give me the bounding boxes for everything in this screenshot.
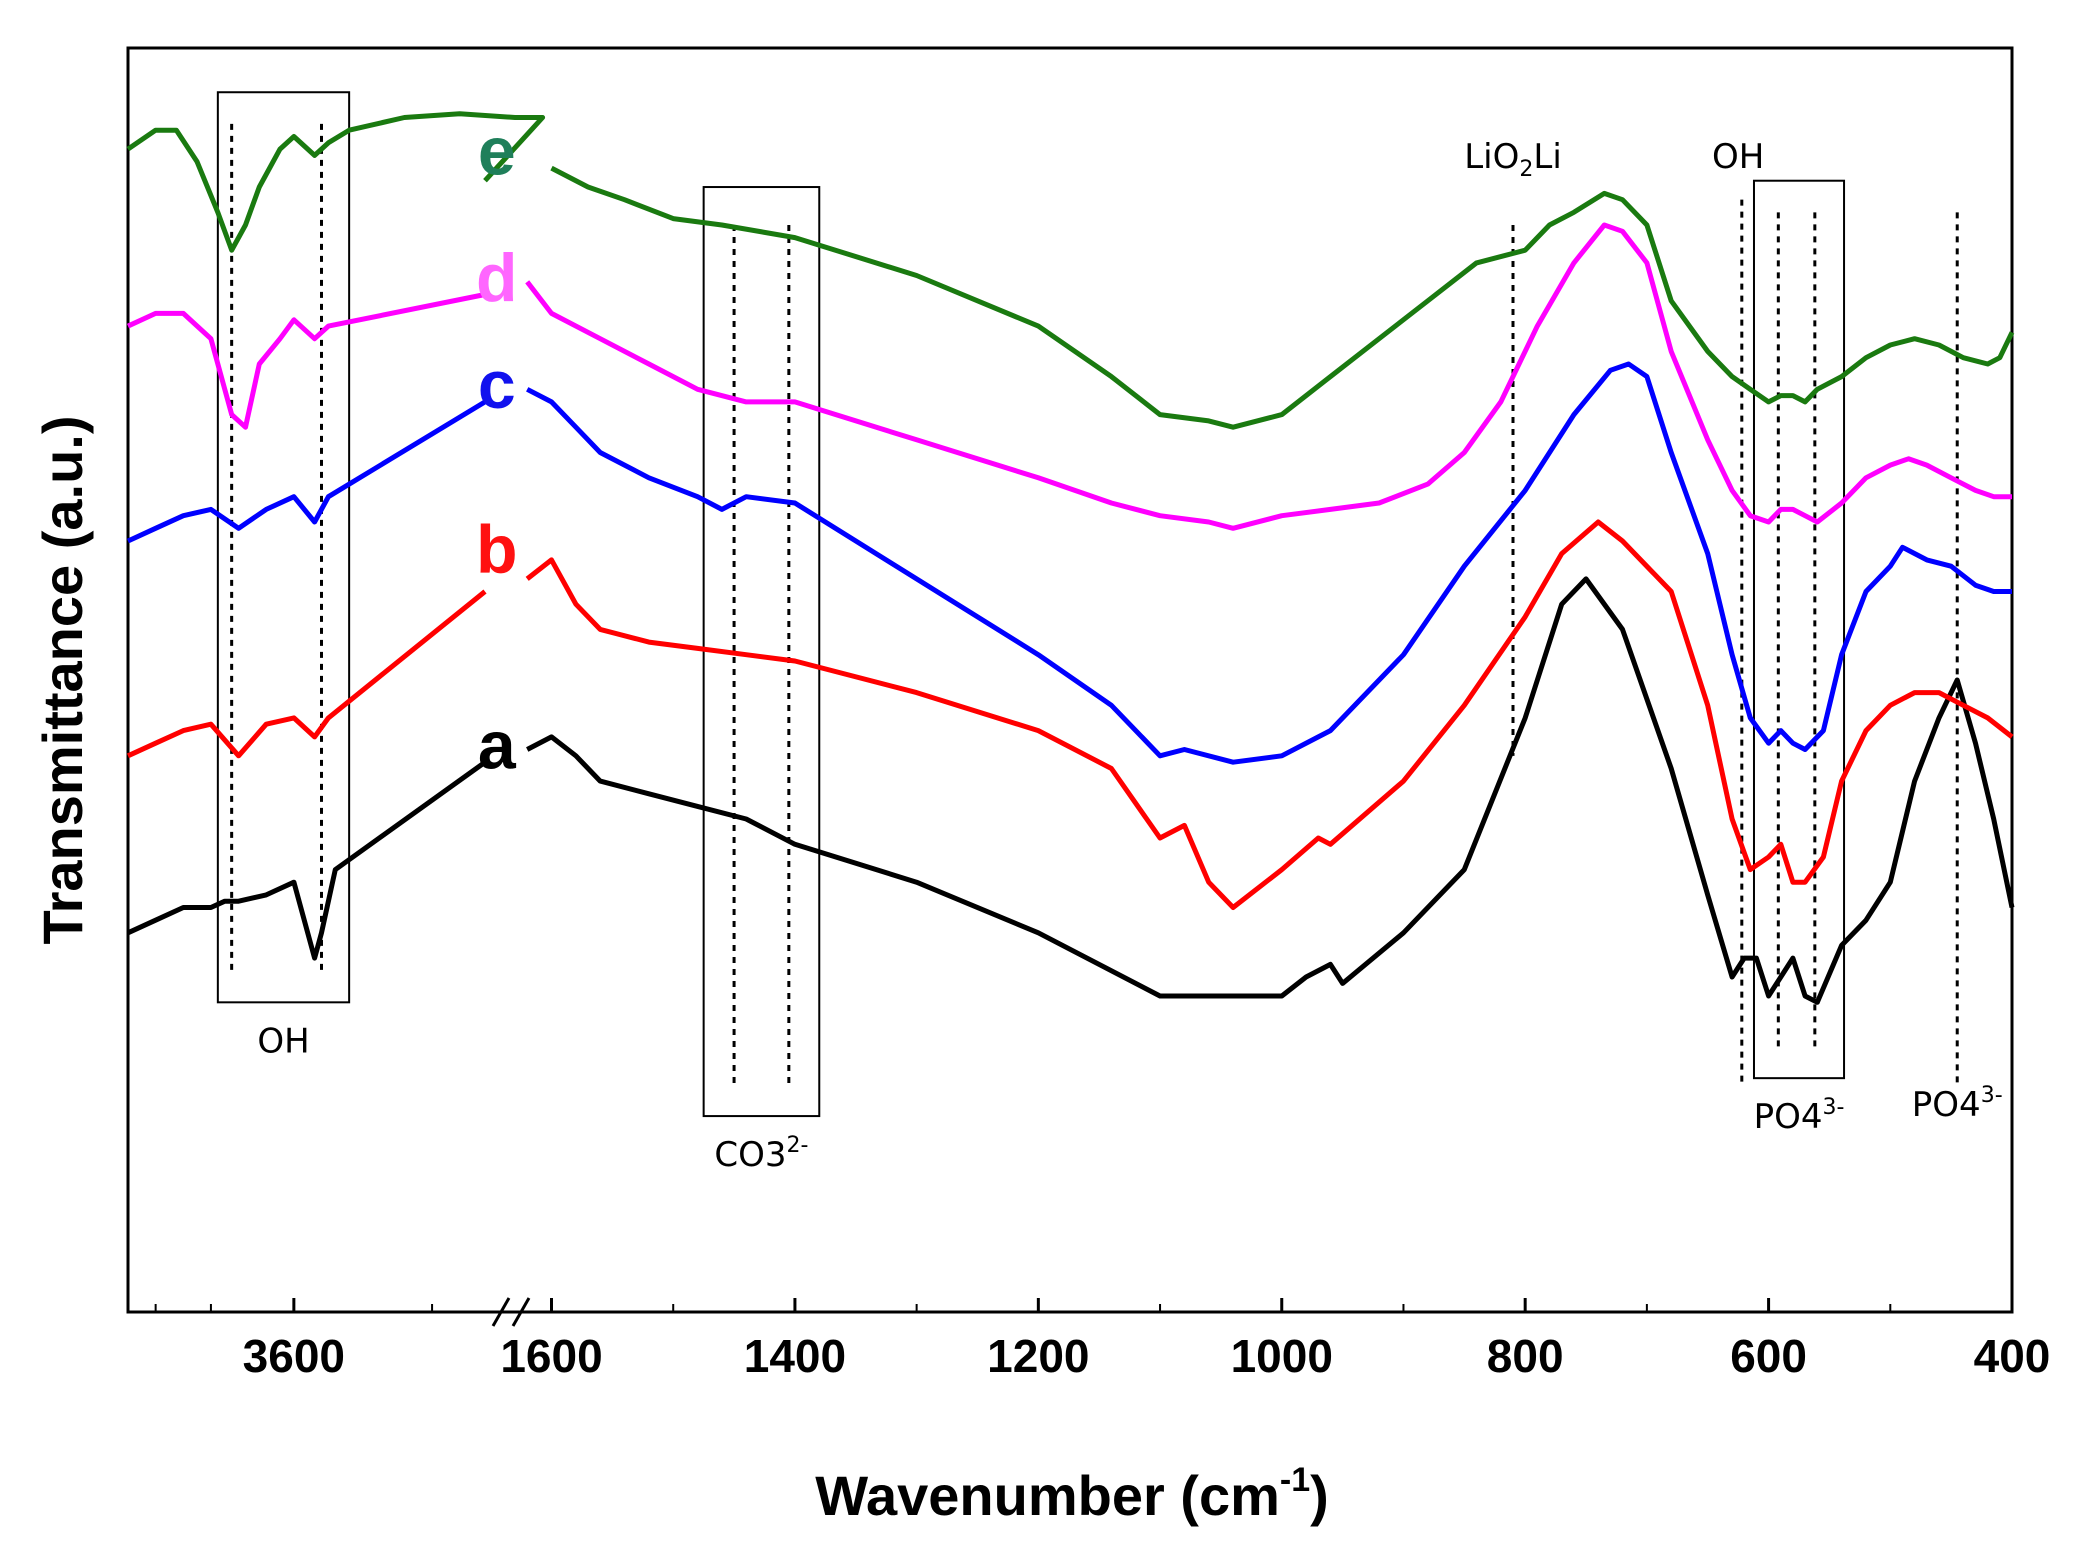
x-tick-label: 1000	[1231, 1330, 1333, 1382]
x-tick-label: 1400	[744, 1330, 846, 1382]
series-label-c: c	[478, 347, 516, 423]
axis-break	[491, 1297, 531, 1327]
plot-frame	[126, 46, 2014, 1314]
series-line-c-left	[126, 399, 487, 544]
series-line-e-right	[550, 165, 2015, 430]
peak-annotation: OH	[1712, 137, 1764, 177]
series-line-a-left	[126, 760, 487, 961]
plot-border	[126, 46, 2014, 1314]
x-tick-label: 800	[1487, 1330, 1564, 1382]
peak-annotation: LiO2Li	[1464, 137, 1562, 182]
series-line-e-left	[126, 111, 546, 253]
peak-annotation: PO43-	[1912, 1083, 2003, 1125]
box-label: PO43-	[1754, 1095, 1845, 1137]
series-line-d-right	[525, 222, 2012, 531]
series-label-e: e	[478, 113, 516, 189]
annotations: LiO2Li OH PO43-	[1464, 137, 2002, 1125]
y-axis-title: Transmittance (a.u.)	[31, 415, 94, 944]
highlight-box	[1752, 179, 1846, 1080]
x-axis-title: Wavenumber (cm-1)	[815, 1461, 1329, 1527]
reference-lines	[230, 123, 1959, 1085]
x-tick-label: 3600	[243, 1330, 345, 1382]
series-line-b-left	[126, 589, 487, 759]
highlight-box	[216, 91, 351, 1004]
x-axis-ticks: 3600 1600 1400 1200 1000 800 600 400	[154, 1298, 2051, 1382]
series-lines	[126, 111, 2015, 1005]
x-tick-label: 1600	[500, 1330, 602, 1382]
box-label: OH	[257, 1021, 309, 1061]
axis-break-mark	[511, 1297, 531, 1327]
x-tick-label: 1200	[987, 1330, 1089, 1382]
series-line-d-left	[126, 292, 486, 430]
series-line-b-right	[525, 519, 2014, 910]
series-label-b: b	[476, 512, 518, 588]
series-line-a-right	[526, 576, 2015, 1005]
series-label-d: d	[476, 240, 518, 316]
x-tick-label: 600	[1730, 1330, 1807, 1382]
series-line-c-right	[526, 361, 2012, 765]
axis-break-mark	[491, 1297, 511, 1327]
series-labels: edc b a	[476, 113, 518, 783]
box-label: CO32-	[714, 1133, 808, 1175]
x-tick-label: 400	[1974, 1330, 2051, 1382]
highlight-boxes: OH CO32- PO43-	[216, 91, 1846, 1175]
series-label-a: a	[478, 707, 517, 783]
